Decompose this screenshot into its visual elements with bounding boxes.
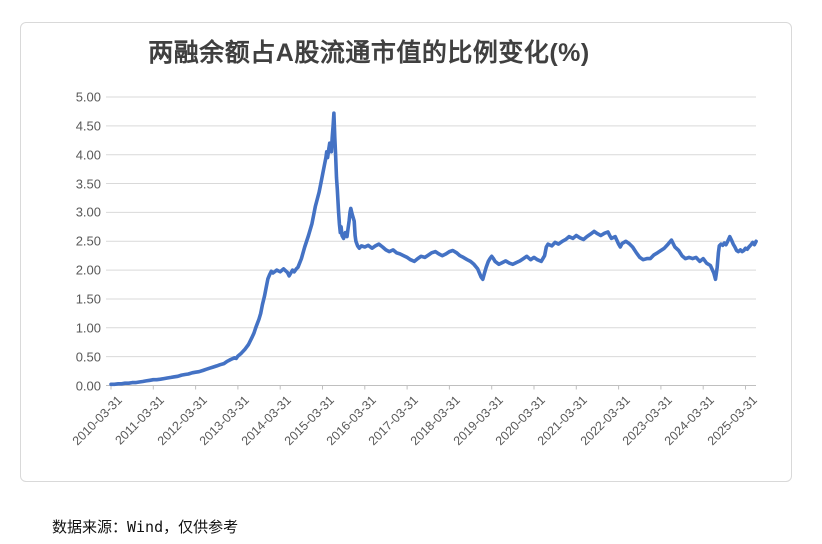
data-series-line [109,111,758,387]
y-axis-tick-label: 0.50 [75,349,101,365]
series-group [109,111,758,387]
y-axis-tick-label: 4.00 [75,147,101,163]
y-axis-tick-label: 3.00 [75,204,101,220]
y-axis-tick-label: 5.00 [75,89,101,105]
y-axis-tick-label: 3.50 [75,176,101,192]
source-note: 数据来源：Wind，仅供参考 [52,518,239,536]
chart-frame [20,22,792,482]
y-axis-tick-label: 0.00 [75,378,101,393]
y-axis-tick-label: 1.00 [75,320,101,336]
y-axis-tick-label: 4.50 [75,118,101,134]
y-axis-tick-label: 2.00 [75,262,101,278]
axis-group [106,385,756,390]
chart-title: 两融余额占A股流通市值的比例变化(%) [148,39,590,67]
y-axis-tick-label: 2.50 [75,233,101,249]
gridlines-group [106,96,756,358]
y-axis-tick-label: 1.50 [75,291,101,307]
